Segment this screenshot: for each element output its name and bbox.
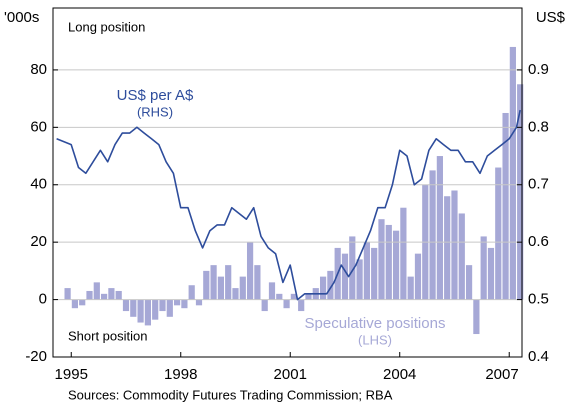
bar — [166, 299, 173, 317]
bar — [210, 265, 217, 300]
bar — [349, 236, 356, 300]
y2-tick-label: 0.7 — [528, 176, 549, 193]
bar — [495, 167, 502, 300]
bar — [144, 299, 151, 326]
right-unit: US$ — [536, 9, 566, 26]
bar — [79, 299, 86, 306]
bar — [341, 253, 349, 300]
bar — [239, 276, 246, 300]
lines — [56, 109, 521, 301]
y2-tick-label: 0.4 — [528, 348, 549, 365]
bar — [115, 290, 122, 300]
y2-tick-label: 0.6 — [528, 233, 549, 250]
y-tick-label: 40 — [30, 176, 47, 193]
bar — [458, 213, 465, 300]
bar — [276, 293, 283, 300]
bar — [159, 299, 166, 312]
y2-tick-label: 0.5 — [528, 291, 549, 308]
x-tick-label: 2001 — [274, 366, 307, 383]
bar — [188, 285, 195, 300]
bar — [378, 219, 385, 300]
bar — [254, 265, 261, 300]
annotation: (LHS) — [358, 332, 392, 347]
left-unit: '000s — [4, 9, 39, 26]
bar — [225, 265, 232, 300]
bar — [407, 276, 414, 300]
bar — [429, 170, 436, 300]
y-tick-label: 60 — [30, 118, 47, 135]
x-tick-label: 1995 — [55, 366, 88, 383]
bar — [385, 224, 392, 300]
bar — [195, 299, 203, 306]
bar — [152, 299, 159, 320]
bar — [502, 112, 509, 300]
bar — [86, 290, 93, 300]
bar — [268, 282, 276, 300]
bar — [327, 270, 334, 300]
bar — [108, 288, 115, 300]
y-tick-label: 80 — [30, 61, 47, 78]
y-tick-label: -20 — [25, 348, 47, 365]
bar — [181, 299, 188, 309]
bar — [392, 230, 400, 300]
y-tick-label: 20 — [30, 233, 47, 250]
bar — [319, 276, 327, 300]
bar — [473, 299, 480, 335]
bar — [283, 299, 290, 309]
bar — [261, 299, 268, 312]
bar — [414, 253, 422, 300]
bar — [480, 236, 487, 300]
bar — [517, 84, 524, 300]
bar — [436, 156, 443, 300]
source: Sources: Commodity Futures Trading Commi… — [68, 387, 393, 402]
x-tick-label: 2004 — [383, 366, 416, 383]
annotation: Long position — [68, 19, 145, 34]
y-tick-label: 0 — [39, 291, 47, 308]
annotation: Speculative positions — [305, 315, 446, 332]
bar — [298, 299, 305, 312]
bar — [371, 247, 378, 300]
bar — [246, 242, 254, 300]
bar — [305, 293, 312, 300]
bar — [465, 265, 473, 300]
y2-tick-label: 0.9 — [528, 61, 549, 78]
line — [56, 109, 521, 301]
bar — [232, 288, 239, 300]
bar — [217, 276, 224, 300]
bar — [356, 259, 363, 300]
bar — [203, 270, 210, 300]
bar — [64, 288, 71, 300]
y2-tick-label: 0.8 — [528, 118, 549, 135]
bar — [487, 247, 495, 300]
bar — [173, 299, 181, 306]
bar — [93, 282, 100, 300]
plot-frame — [52, 7, 523, 358]
bar — [509, 46, 516, 300]
x-tick-label: 2007 — [485, 366, 518, 383]
bar — [137, 299, 144, 323]
bar — [100, 293, 108, 300]
annotation: US$ per A$ — [117, 87, 194, 104]
x-tick-label: 1998 — [164, 366, 197, 383]
annotation: Short position — [68, 328, 148, 343]
bar — [451, 190, 458, 300]
bar — [290, 293, 297, 300]
bar — [400, 207, 407, 300]
annotation: (RHS) — [137, 104, 173, 119]
bar — [122, 299, 130, 312]
bar — [444, 196, 451, 300]
bar — [71, 299, 79, 309]
bar — [130, 299, 137, 317]
bar — [363, 242, 370, 300]
